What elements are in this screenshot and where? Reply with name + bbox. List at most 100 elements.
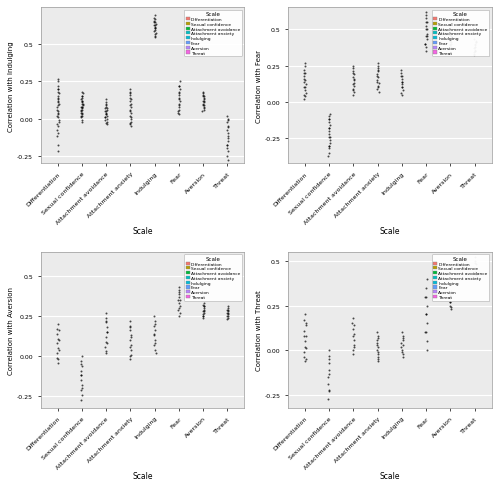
Point [302,90,310,98]
Point [348,325,356,333]
Point [397,340,405,347]
Point [175,103,183,111]
Point [78,93,86,101]
Point [78,106,86,114]
Point [374,343,382,351]
Point [422,284,430,292]
Point [103,115,111,123]
Point [127,351,135,359]
Point [78,101,86,108]
Point [324,134,332,142]
Point [127,332,135,340]
Point [174,108,182,116]
Point [54,103,62,111]
Point [349,81,357,89]
Point [126,324,134,331]
Point [399,336,407,344]
Point [324,381,332,388]
Point [374,67,382,75]
Point [176,92,184,100]
Point [199,312,207,320]
Point [302,81,310,89]
Point [326,113,334,121]
Point [350,89,358,97]
Point [174,109,182,117]
Point [472,261,480,269]
Point [175,102,183,110]
Point [102,340,110,347]
Point [102,101,110,108]
Point [422,9,430,17]
Legend: Differentiation, Sexual confidence, Attachment avoidance, Attachment anxiety, In: Differentiation, Sexual confidence, Atta… [184,255,242,301]
Point [302,356,310,364]
Point [326,366,334,374]
Point [102,338,110,346]
X-axis label: Scale: Scale [132,471,153,480]
Point [302,320,310,327]
Point [198,108,206,116]
Point [150,332,158,340]
Point [102,108,110,116]
Point [151,337,159,345]
Y-axis label: Correlation with Threat: Correlation with Threat [256,290,262,370]
Point [54,83,62,91]
Point [54,109,62,117]
Point [54,89,62,97]
Point [374,83,382,91]
X-axis label: Scale: Scale [132,227,153,236]
Point [471,264,479,272]
Point [127,123,135,131]
Point [422,19,430,27]
Point [78,98,86,105]
Point [326,119,334,127]
Point [224,312,232,320]
Point [301,357,309,365]
Point [422,320,430,327]
Point [78,109,86,117]
Point [200,98,207,105]
Point [54,90,62,98]
Point [126,92,134,100]
Point [373,346,381,354]
Point [325,125,333,133]
Point [398,84,406,92]
Point [126,337,134,345]
Point [422,34,430,41]
Point [200,105,208,113]
Point [126,327,134,335]
Point [150,330,158,338]
Point [350,77,358,85]
Point [446,302,454,310]
Point [176,89,184,97]
Point [300,84,308,92]
Point [176,98,184,105]
Point [175,287,183,295]
Point [472,39,480,47]
Point [472,257,480,265]
Point [374,334,382,342]
Point [53,122,61,129]
Point [176,86,184,94]
Point [200,93,207,101]
Point [470,49,478,57]
Point [470,37,478,44]
Point [102,103,110,111]
Point [54,95,62,102]
Point [349,350,357,358]
Point [54,79,62,86]
Point [374,89,382,97]
Point [446,39,454,47]
Point [422,26,430,34]
Point [103,112,111,120]
Point [224,157,232,164]
Point [324,395,332,403]
Point [374,336,382,344]
Point [126,352,134,360]
Point [374,60,382,67]
Point [422,31,430,39]
Point [127,96,135,104]
Legend: Differentiation, Sexual confidence, Attachment avoidance, Attachment anxiety, In: Differentiation, Sexual confidence, Atta… [432,255,490,301]
Point [374,74,382,82]
Point [150,28,158,36]
Point [349,62,357,70]
